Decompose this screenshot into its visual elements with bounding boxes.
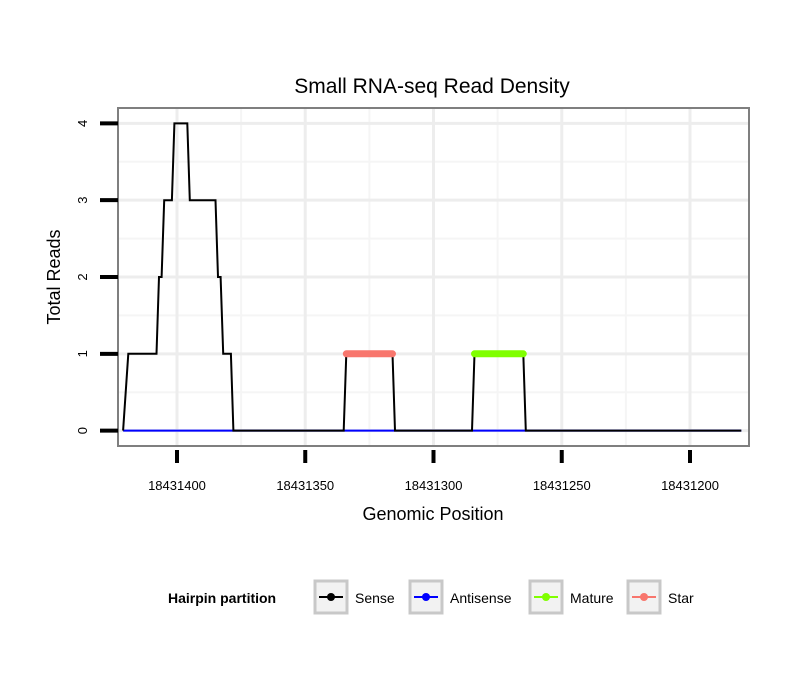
x-tick-label: 18431200 <box>661 478 719 493</box>
legend-title: Hairpin partition <box>168 590 276 606</box>
legend: Hairpin partition Sense Antisense Mature St… <box>168 579 694 615</box>
y-tick-label: 2 <box>75 273 90 280</box>
x-tick-label: 18431400 <box>148 478 206 493</box>
legend-label-sense: Sense <box>355 590 395 606</box>
legend-label-mature: Mature <box>570 590 614 606</box>
y-tick-label: 3 <box>75 197 90 204</box>
legend-key-point <box>640 593 648 601</box>
y-tick-label: 0 <box>75 427 90 434</box>
x-tick-label: 18431250 <box>533 478 591 493</box>
y-tick-label: 1 <box>75 350 90 357</box>
x-tick-label: 18431300 <box>405 478 463 493</box>
grid <box>118 108 749 446</box>
legend-label-antisense: Antisense <box>450 590 512 606</box>
legend-key-point <box>422 593 430 601</box>
x-axis: 18431400 18431350 18431300 18431250 18431200 <box>148 450 719 493</box>
x-tick-label: 18431350 <box>276 478 334 493</box>
series-line-sense <box>122 122 742 432</box>
legend-label-star: Star <box>668 590 694 606</box>
x-axis-title: Genomic Position <box>362 504 503 524</box>
series-layer <box>122 122 742 432</box>
chart-title: Small RNA-seq Read Density <box>294 75 570 98</box>
y-axis: 0 1 2 3 4 <box>75 120 118 434</box>
legend-key-point <box>542 593 550 601</box>
y-tick-label: 4 <box>75 120 90 127</box>
legend-key-point <box>327 593 335 601</box>
y-axis-title: Total Reads <box>44 229 64 324</box>
